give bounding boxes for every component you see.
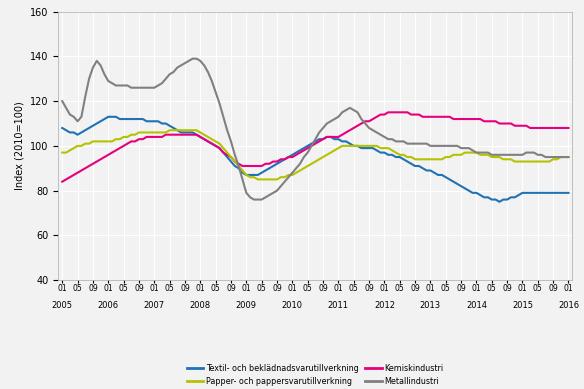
- Legend: Textil- och beklädnadsvarutillverkning, Papper- och pappersvarutillverkning, Kem: Textil- och beklädnadsvarutillverkning, …: [183, 361, 447, 389]
- Y-axis label: Index (2010=100): Index (2010=100): [15, 102, 25, 190]
